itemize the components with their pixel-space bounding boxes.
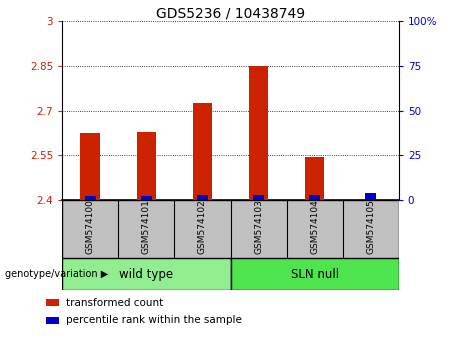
Bar (230, 258, 399, 290)
Text: GSM574100: GSM574100 (86, 199, 95, 254)
Text: GSM574105: GSM574105 (366, 199, 375, 254)
Bar (136, 132, 156, 200)
Text: GSM574102: GSM574102 (198, 199, 207, 254)
Bar (249, 66, 268, 200)
Bar (197, 195, 208, 200)
Text: GSM574101: GSM574101 (142, 199, 151, 254)
Bar (309, 195, 320, 200)
Bar (193, 103, 212, 200)
Text: genotype/variation ▶: genotype/variation ▶ (5, 269, 108, 279)
Bar (141, 196, 152, 200)
Text: wild type: wild type (119, 268, 173, 281)
Text: transformed count: transformed count (66, 298, 163, 308)
Text: percentile rank within the sample: percentile rank within the sample (66, 315, 242, 325)
Text: GSM574104: GSM574104 (310, 199, 319, 254)
Title: GDS5236 / 10438749: GDS5236 / 10438749 (156, 6, 305, 20)
Text: SLN null: SLN null (290, 268, 339, 281)
Bar (47, 299, 59, 306)
Bar (305, 157, 325, 200)
Text: GSM574103: GSM574103 (254, 199, 263, 254)
Bar (47, 317, 59, 324)
Bar (62, 258, 230, 290)
Bar (81, 133, 100, 200)
Bar (85, 196, 96, 200)
Bar (253, 195, 264, 200)
Bar (365, 193, 376, 200)
